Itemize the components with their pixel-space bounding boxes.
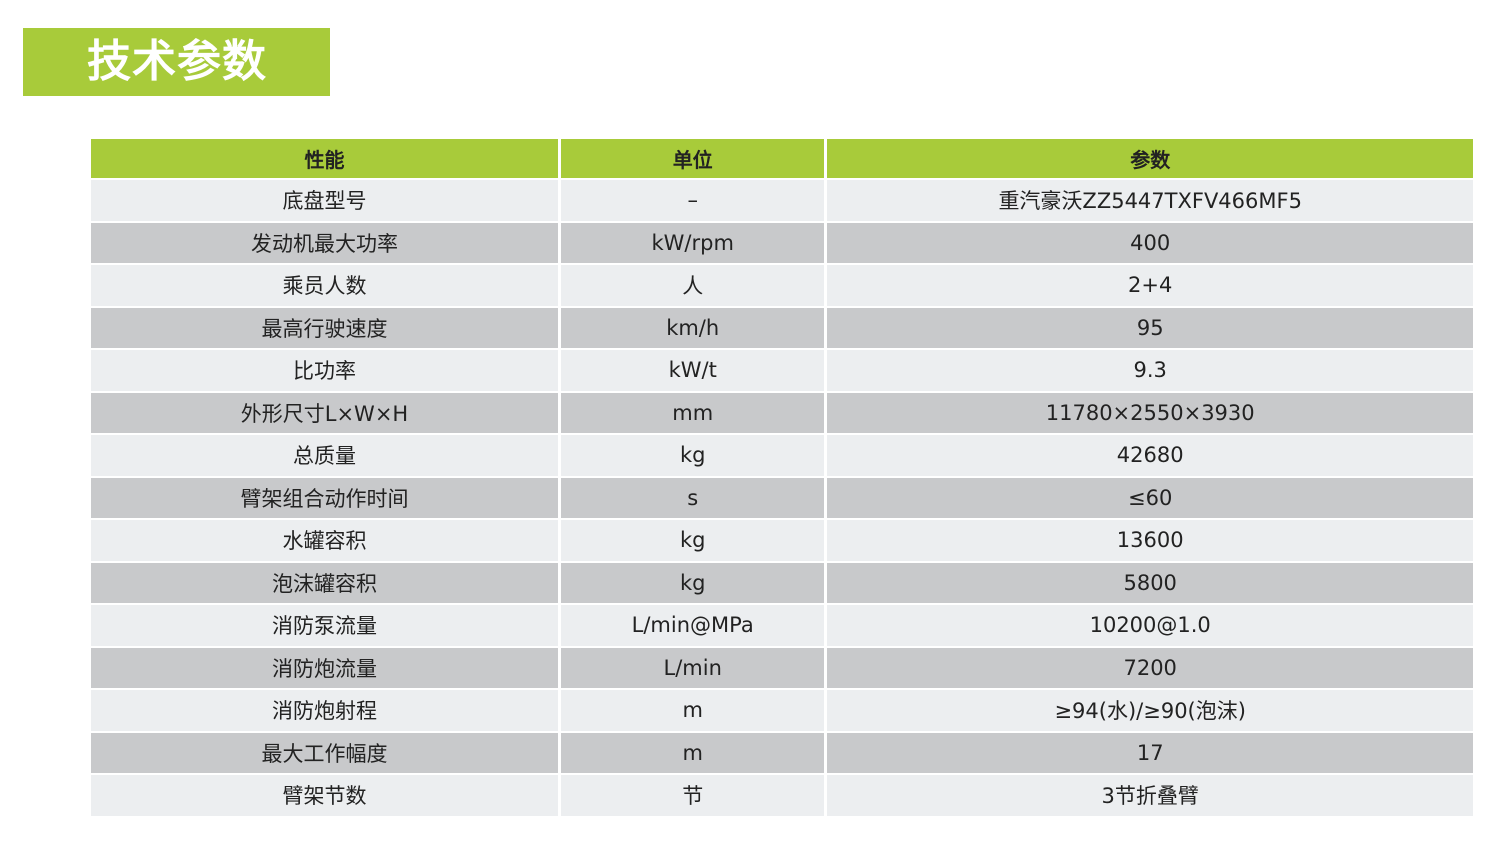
performance-cell: 臂架节数 <box>91 775 558 816</box>
performance-cell: 总质量 <box>91 435 558 476</box>
parameter-cell: 400 <box>827 222 1473 263</box>
table-row: 底盘型号 – 重汽豪沃ZZ5447TXFV466MF5 <box>91 180 1473 221</box>
parameter-cell: 重汽豪沃ZZ5447TXFV466MF5 <box>827 180 1473 221</box>
parameter-cell: 11780×2550×3930 <box>827 392 1473 433</box>
performance-cell: 发动机最大功率 <box>91 222 558 263</box>
unit-cell: s <box>560 477 825 518</box>
performance-cell: 消防泵流量 <box>91 605 558 646</box>
table-row: 发动机最大功率 kW/rpm 400 <box>91 222 1473 263</box>
table-row: 消防泵流量 L/min@MPa 10200@1.0 <box>91 605 1473 646</box>
section-title: 技术参数 <box>87 36 267 87</box>
performance-cell: 泡沫罐容积 <box>91 562 558 603</box>
performance-cell: 乘员人数 <box>91 265 558 306</box>
parameter-cell: 5800 <box>827 562 1473 603</box>
parameter-cell: 2+4 <box>827 265 1473 306</box>
performance-cell: 消防炮射程 <box>91 690 558 731</box>
performance-cell: 外形尺寸L×W×H <box>91 392 558 433</box>
unit-cell: m <box>560 732 825 773</box>
table-row: 最高行驶速度 km/h 95 <box>91 307 1473 348</box>
table-row: 臂架节数节 3节折叠臂 <box>91 775 1473 816</box>
unit-cell: 人 <box>560 265 825 306</box>
section-title-banner: 技术参数 <box>23 28 330 96</box>
table-header: 性能 单位 参数 <box>91 139 1473 178</box>
performance-cell: 最大工作幅度 <box>91 732 558 773</box>
parameter-cell: ≤60 <box>827 477 1473 518</box>
table-row: 泡沫罐容积 kg 5800 <box>91 562 1473 603</box>
header-unit: 单位 <box>560 139 825 178</box>
performance-cell: 水罐容积 <box>91 520 558 561</box>
header-performance: 性能 <box>91 139 558 178</box>
performance-cell: 底盘型号 <box>91 180 558 221</box>
parameter-cell: ≥94(水)/≥90(泡沫) <box>827 690 1473 731</box>
spec-table: 性能 单位 参数 底盘型号 – 重汽豪沃ZZ5447TXFV466MF5 发动机最大功… <box>91 139 1473 818</box>
performance-cell: 消防炮流量 <box>91 647 558 688</box>
unit-cell: – <box>560 180 825 221</box>
table-row: 臂架组合动作时间 s ≤60 <box>91 477 1473 518</box>
parameter-cell: 95 <box>827 307 1473 348</box>
header-parameter: 参数 <box>827 139 1473 178</box>
performance-cell: 比功率 <box>91 350 558 391</box>
table-row: 乘员人数人 2+4 <box>91 265 1473 306</box>
table-row: 最大工作幅度 m 17 <box>91 732 1473 773</box>
unit-cell: 节 <box>560 775 825 816</box>
parameter-cell: 10200@1.0 <box>827 605 1473 646</box>
unit-cell: km/h <box>560 307 825 348</box>
parameter-cell: 13600 <box>827 520 1473 561</box>
unit-cell: L/min <box>560 647 825 688</box>
unit-cell: m <box>560 690 825 731</box>
parameter-cell: 3节折叠臂 <box>827 775 1473 816</box>
table-row: 消防炮射程 m ≥94(水)/≥90(泡沫) <box>91 690 1473 731</box>
parameter-cell: 42680 <box>827 435 1473 476</box>
unit-cell: kg <box>560 520 825 561</box>
parameter-cell: 7200 <box>827 647 1473 688</box>
unit-cell: L/min@MPa <box>560 605 825 646</box>
unit-cell: kW/rpm <box>560 222 825 263</box>
performance-cell: 臂架组合动作时间 <box>91 477 558 518</box>
table-row: 消防炮流量 L/min 7200 <box>91 647 1473 688</box>
performance-cell: 最高行驶速度 <box>91 307 558 348</box>
table-row: 总质量 kg 42680 <box>91 435 1473 476</box>
table-row: 水罐容积 kg 13600 <box>91 520 1473 561</box>
parameter-cell: 9.3 <box>827 350 1473 391</box>
table-row: 外形尺寸L×W×H mm 11780×2550×3930 <box>91 392 1473 433</box>
unit-cell: kg <box>560 435 825 476</box>
table-row: 比功率 kW/t 9.3 <box>91 350 1473 391</box>
parameter-cell: 17 <box>827 732 1473 773</box>
unit-cell: kg <box>560 562 825 603</box>
unit-cell: kW/t <box>560 350 825 391</box>
unit-cell: mm <box>560 392 825 433</box>
